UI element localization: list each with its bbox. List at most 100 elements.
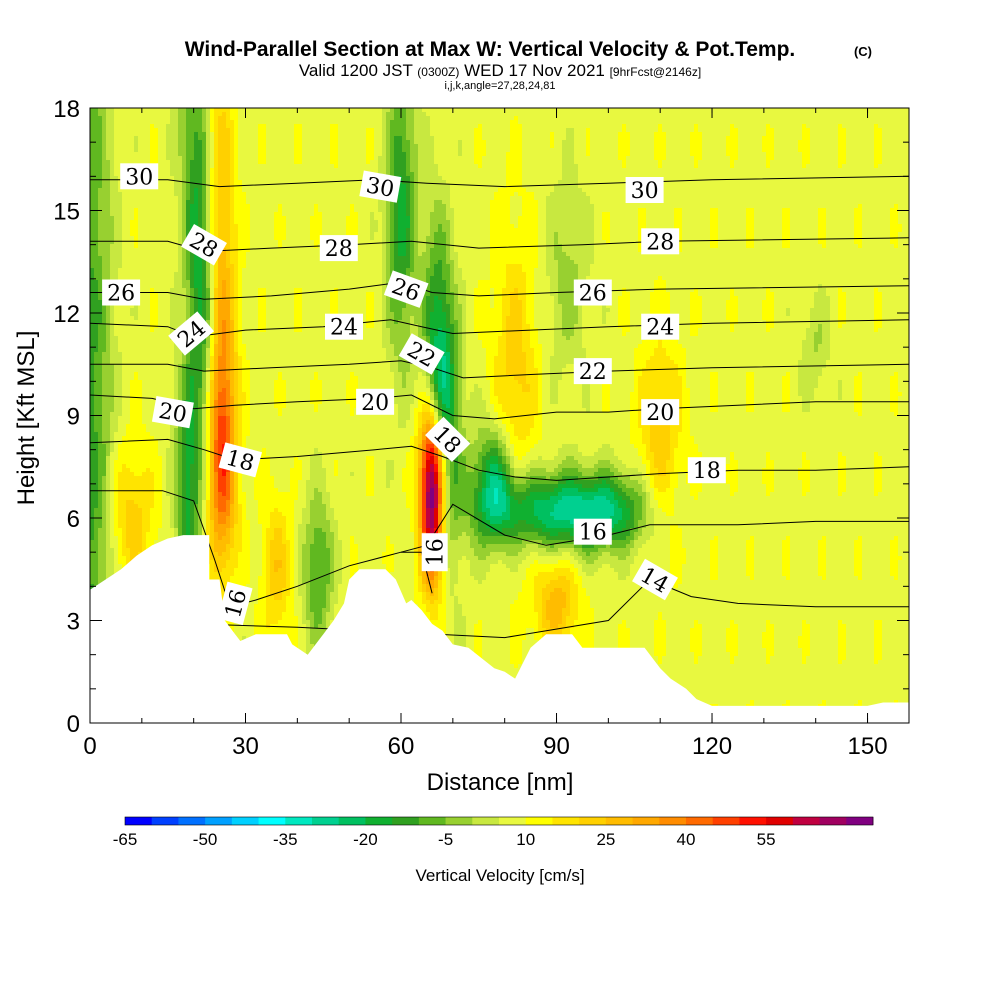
w-cell (90, 184, 95, 189)
w-cell (190, 308, 195, 313)
w-cell (130, 436, 135, 441)
w-cell (122, 536, 127, 541)
w-cell (122, 332, 127, 337)
w-cell (202, 272, 207, 277)
w-cell (142, 268, 147, 273)
w-cell (210, 348, 215, 353)
w-cell (122, 256, 127, 261)
w-cell (94, 360, 99, 365)
w-cell (90, 480, 95, 485)
subtitle-forecast: [9hrFcst@2146z] (610, 65, 702, 79)
w-cell (138, 380, 143, 385)
w-cell (170, 132, 175, 137)
w-cell (90, 552, 95, 557)
w-cell (210, 164, 215, 169)
w-cell (106, 124, 111, 129)
w-cell (174, 520, 179, 525)
w-cell (110, 244, 115, 249)
w-cell (162, 136, 167, 141)
w-cell (98, 344, 103, 349)
w-cell (214, 228, 219, 233)
w-cell (110, 196, 115, 201)
w-cell (162, 196, 167, 201)
w-cell (134, 116, 139, 121)
w-cell (174, 144, 179, 149)
w-cell (190, 292, 195, 297)
w-cell (190, 172, 195, 177)
w-cell (110, 560, 115, 565)
w-cell (138, 460, 143, 465)
w-cell (134, 348, 139, 353)
w-cell (94, 412, 99, 417)
w-cell (138, 472, 143, 477)
w-cell (158, 292, 163, 297)
w-cell (218, 260, 223, 265)
w-cell (154, 540, 159, 545)
w-cell (162, 524, 167, 529)
w-cell (142, 336, 147, 341)
w-cell (166, 296, 171, 301)
w-cell (198, 120, 203, 125)
w-cell (122, 264, 127, 269)
w-cell (134, 148, 139, 153)
w-cell (142, 312, 147, 317)
w-cell (126, 504, 131, 509)
w-cell (182, 452, 187, 457)
w-cell (134, 232, 139, 237)
w-cell (210, 184, 215, 189)
w-cell (98, 212, 103, 217)
w-cell (130, 212, 135, 217)
w-cell (118, 264, 123, 269)
w-cell (154, 252, 159, 257)
w-cell (90, 548, 95, 553)
w-cell (114, 256, 119, 261)
w-cell (182, 508, 187, 513)
w-cell (110, 348, 115, 353)
w-cell (138, 368, 143, 373)
w-cell (158, 344, 163, 349)
w-cell (174, 428, 179, 433)
w-cell (166, 280, 171, 285)
w-cell (98, 220, 103, 225)
w-cell (190, 280, 195, 285)
w-cell (198, 460, 203, 465)
w-cell (158, 424, 163, 429)
w-cell (94, 424, 99, 429)
w-cell (174, 212, 179, 217)
w-cell (206, 488, 211, 493)
w-cell (138, 296, 143, 301)
w-cell (106, 320, 111, 325)
w-cell (198, 196, 203, 201)
w-cell (106, 324, 111, 329)
w-cell (174, 444, 179, 449)
w-cell (182, 284, 187, 289)
w-cell (146, 236, 151, 241)
w-cell (178, 504, 183, 509)
w-cell (114, 512, 119, 517)
w-cell (118, 560, 123, 565)
w-cell (126, 144, 131, 149)
w-cell (154, 192, 159, 197)
w-cell (94, 508, 99, 513)
w-cell (206, 224, 211, 229)
w-cell (102, 400, 107, 405)
w-cell (134, 192, 139, 197)
w-cell (170, 200, 175, 205)
w-cell (210, 152, 215, 157)
w-cell (146, 440, 151, 445)
w-cell (134, 216, 139, 221)
w-cell (126, 352, 131, 357)
w-cell (94, 376, 99, 381)
w-cell (214, 152, 219, 157)
w-cell (106, 424, 111, 429)
w-cell (150, 212, 155, 217)
w-cell (146, 456, 151, 461)
w-cell (170, 428, 175, 433)
w-cell (126, 544, 131, 549)
w-cell (122, 556, 127, 561)
w-cell (158, 500, 163, 505)
w-cell (166, 508, 171, 513)
w-cell (118, 544, 123, 549)
w-cell (98, 196, 103, 201)
